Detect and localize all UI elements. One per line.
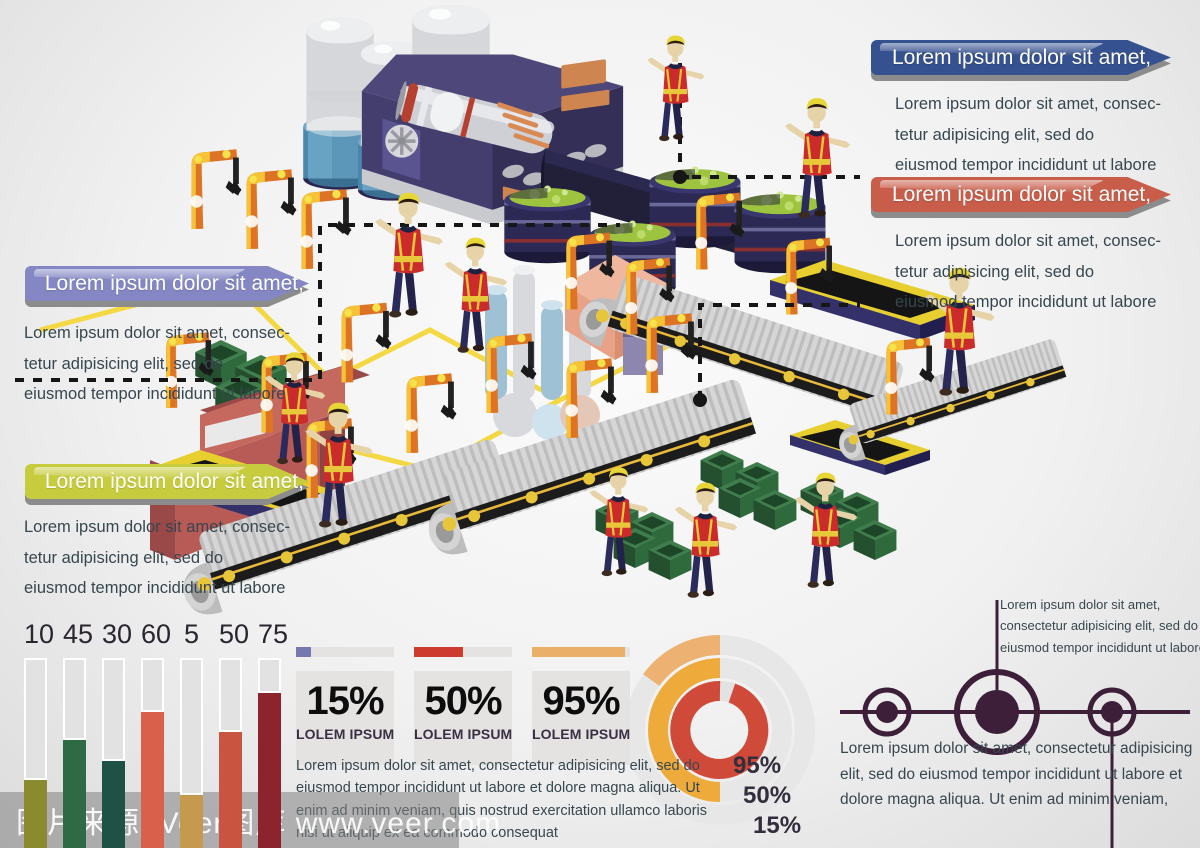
svg-text:15%: 15% [753, 812, 801, 839]
svg-text:50%: 50% [743, 782, 791, 809]
svg-text:95%: 95% [733, 752, 781, 779]
